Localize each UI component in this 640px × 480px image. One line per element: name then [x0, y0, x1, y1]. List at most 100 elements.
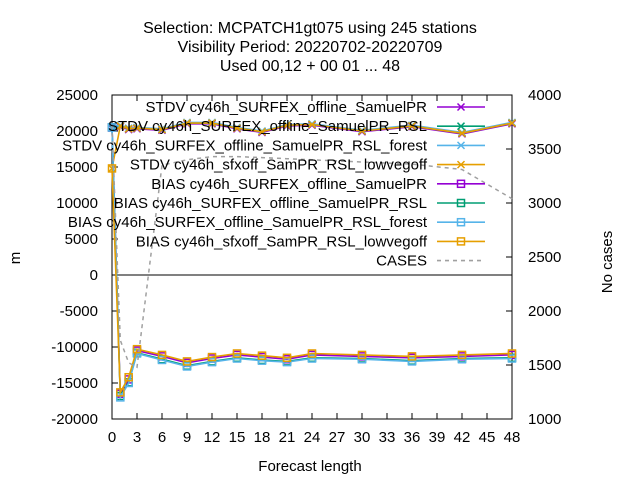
- data-point: [282, 357, 292, 367]
- x-tick-label: 12: [204, 429, 221, 446]
- y-tick-label: 5000: [65, 231, 98, 248]
- data-point: [507, 349, 517, 358]
- legend-marker: [456, 198, 466, 208]
- series-8: [111, 125, 513, 369]
- legend-marker-cross: [456, 102, 466, 112]
- data-point: [116, 388, 125, 397]
- data-point-cross: [457, 129, 467, 138]
- data-point: [307, 349, 317, 358]
- y-axis-title: m: [7, 252, 24, 265]
- data-point: [357, 354, 367, 364]
- legend-marker: [456, 237, 466, 246]
- y-tick-label: 15000: [56, 159, 98, 176]
- x-tick-label: 21: [279, 429, 296, 446]
- tick-marks: [111, 94, 513, 420]
- chart-title: Selection: MCPATCH1gt075 using 245 stati…: [143, 20, 477, 75]
- y2-tick-label: 2000: [528, 303, 561, 320]
- legend-label: STDV cy46h_sfxoff_SamPR_RSL_lowvegoff: [130, 157, 428, 174]
- data-point-cross: [116, 121, 125, 130]
- y-tick-label: 20000: [56, 123, 98, 140]
- legend-label: BIAS cy46h_sfxoff_SamPR_RSL_lowvegoff: [136, 233, 428, 250]
- x-tick-label: 3: [133, 429, 141, 446]
- y2-tick-label: 3000: [528, 195, 561, 212]
- legend-label: BIAS cy46h_SURFEX_offline_SamuelPR_RSL: [114, 195, 427, 212]
- data-point-cross: [357, 126, 367, 136]
- data-point: [232, 349, 242, 358]
- x-tick-label: 33: [379, 429, 396, 446]
- y-tick-label: -5000: [60, 303, 98, 320]
- data-point: [124, 372, 133, 382]
- data-point: [132, 344, 142, 354]
- data-point: [257, 351, 267, 360]
- y2-tick-labels: 1000 1500 2000 2500 3000 3500 4000: [528, 87, 561, 428]
- data-point-cross: [182, 119, 192, 128]
- legend-label: STDV cy46h_SURFEX_offline_SamuelPR_RSL_f…: [62, 137, 428, 154]
- data-point-cross: [407, 121, 417, 130]
- y-tick-labels: -20000 -15000 -10000 -5000 0 5000 10000 15000 20…: [51, 87, 98, 428]
- legend-marker: [456, 179, 466, 189]
- data-point: [457, 354, 467, 364]
- y2-tick-label: 1500: [528, 357, 561, 374]
- data-point-cross: [507, 119, 517, 128]
- x-tick-label: 15: [229, 429, 246, 446]
- data-point-cross: [132, 124, 142, 133]
- data-point: [457, 350, 467, 360]
- x-axis-title: Forecast length: [258, 458, 361, 475]
- legend-label: BIAS cy46h_SURFEX_offline_SamuelPR_RSL_f…: [68, 214, 428, 231]
- series-lines: [107, 118, 517, 402]
- legend-label: BIAS cy46h_SURFEX_offline_SamuelPR: [151, 176, 427, 193]
- data-point-cross: [232, 124, 242, 133]
- title-line-1: Selection: MCPATCH1gt075 using 245 stati…: [143, 20, 477, 37]
- x-tick-label: 24: [304, 429, 321, 446]
- data-point-cross: [124, 124, 133, 133]
- title-line-2: Visibility Period: 20220702-20220709: [178, 39, 443, 56]
- x-tick-label: 39: [429, 429, 446, 446]
- y-tick-label: -20000: [51, 411, 98, 428]
- y2-tick-label: 2500: [528, 249, 561, 266]
- data-point: [507, 354, 517, 363]
- x-tick-label: 9: [183, 429, 191, 446]
- legend-label: STDV cy46h_SURFEX_offline_SamuelPR: [145, 99, 427, 116]
- data-point: [182, 362, 192, 371]
- legend-marker-cross: [456, 141, 466, 150]
- x-tick-label: 0: [108, 429, 116, 446]
- data-point: [207, 352, 217, 362]
- x-tick-label: 42: [454, 429, 471, 446]
- series-7: [107, 164, 517, 397]
- y-tick-label: -15000: [51, 375, 98, 392]
- data-point-cross: [207, 119, 217, 128]
- legend-marker: [456, 217, 466, 227]
- x-tick-label: 18: [254, 429, 271, 446]
- y-tick-label: -10000: [51, 339, 98, 356]
- x-tick-label: 45: [479, 429, 496, 446]
- y2-tick-label: 1000: [528, 411, 561, 428]
- data-point: [107, 164, 117, 173]
- x-tick-label: 48: [504, 429, 521, 446]
- legend-marker-cross: [456, 122, 466, 131]
- y-tick-label: 0: [90, 267, 98, 284]
- legend-label: CASES: [376, 253, 427, 270]
- y2-axis-title: No cases: [599, 231, 616, 294]
- y2-tick-label: 3500: [528, 141, 561, 158]
- data-point: [207, 357, 217, 367]
- data-point: [232, 354, 242, 363]
- data-point-cross: [157, 125, 167, 134]
- data-point: [107, 123, 117, 132]
- x-tick-label: 27: [329, 429, 346, 446]
- data-point: [307, 354, 317, 363]
- data-point: [157, 355, 167, 365]
- title-line-3: Used 00,12 + 00 01 ... 48: [220, 58, 400, 75]
- x-tick-labels: 0 3 6 9 12 15 18 21 24 27 30 33 36 39 42 45 48: [108, 429, 521, 446]
- data-point: [357, 350, 367, 360]
- y2-tick-label: 4000: [528, 87, 561, 104]
- data-point-cross: [282, 121, 292, 130]
- series-line: [111, 125, 513, 369]
- data-point: [282, 353, 292, 363]
- legend-marker-cross: [456, 160, 466, 169]
- x-tick-label: 36: [404, 429, 421, 446]
- x-tick-label: 6: [158, 429, 166, 446]
- series-line: [111, 168, 513, 396]
- data-point: [182, 357, 192, 366]
- data-point: [157, 350, 167, 360]
